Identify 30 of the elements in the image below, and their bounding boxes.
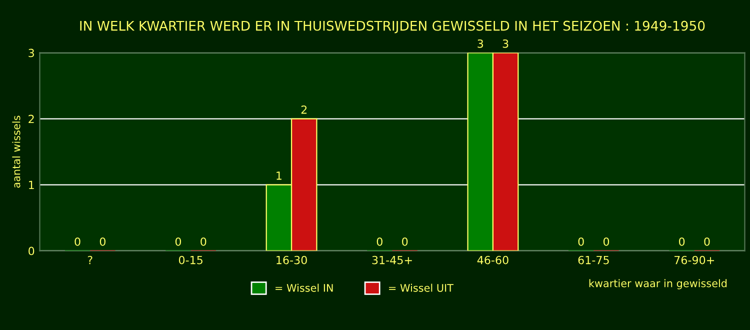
data-label: 0 [100,237,106,246]
data-label: 0 [200,237,206,246]
x-tick-label: 46-60 [477,256,508,264]
y-tick-label: 3 [28,48,34,58]
data-label: 3 [478,39,484,48]
legend-label: = Wissel UIT [389,284,454,292]
y-tick-label: 1 [29,180,34,190]
x-tick-label: 16-30 [276,256,307,264]
x-axis-title: kwartier waar in gewisseld [589,279,727,290]
data-label: 0 [376,237,382,246]
y-axis-title: aantal wissels [12,116,20,188]
x-tick-label: 0-15 [178,256,202,264]
y-tick-label: 0 [28,246,34,256]
x-tick-label: 31-45+ [372,256,412,264]
data-label: 0 [175,237,182,246]
x-tick-label: 76-90+ [674,256,714,264]
data-label: 3 [502,39,508,48]
x-tick-label: 61-75 [578,256,609,264]
data-label: 0 [578,237,584,246]
chart-title: IN WELK KWARTIER WERD ER IN THUISWEDSTRIJDEN GEWISSELD IN HET SEIZOEN : 1949-1950 [80,20,705,34]
data-label: 0 [679,237,685,246]
legend-label: = Wissel IN [276,284,333,292]
data-label: 0 [402,237,408,246]
x-tick-label: ? [88,256,92,264]
data-label: 2 [301,105,307,114]
data-label: 0 [74,237,80,246]
y-tick-label: 2 [28,114,34,124]
data-label: 0 [704,237,710,246]
data-label: 1 [276,172,282,180]
data-label: 0 [603,237,610,246]
